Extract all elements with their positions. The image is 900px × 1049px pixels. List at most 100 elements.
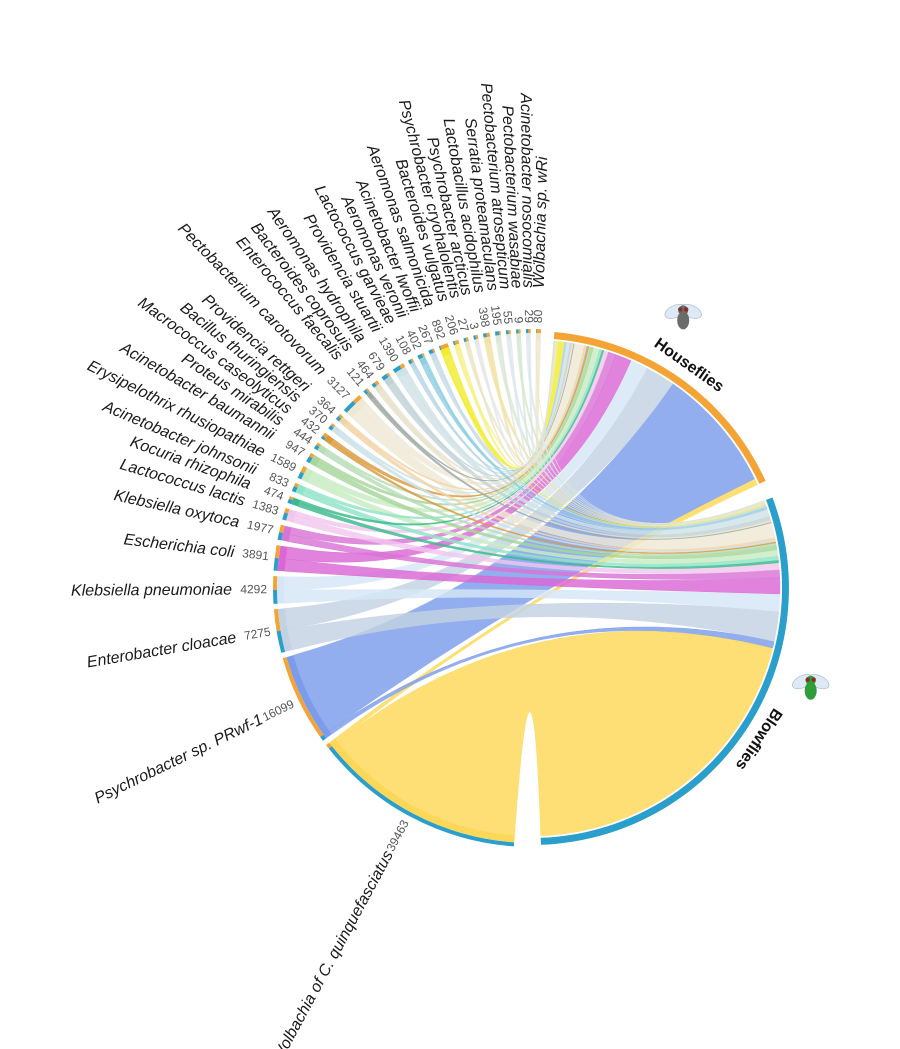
arc-acinetobacter-johnsonii-blowflies-share [291,486,298,493]
arc-aeromonas-salmonicida [440,346,452,357]
count-enterobacter-cloacae: 7275 [243,625,272,643]
arc-lactococcus-lactis [286,509,297,523]
arc-enterococcus-faecalis [366,391,375,400]
label-psychrobacter-sp-prwf-1: Psychrobacter sp. PRwf-1 [92,711,266,807]
arc-erysipelothrix-rhusiopathiae-blowflies-share [297,471,305,480]
count-psychrobacter-cryohalolentis: 27 [455,317,472,334]
arc-wolbachia-sp-wri [535,333,541,341]
arc-acinetobacter-nosocomialis-blowflies-share [526,329,529,334]
arc-aeromonas-hydrophila-blowflies-share [381,373,389,381]
arc-macrococcus-caseolyticus-blowflies-share [320,435,326,441]
arc-bacteroides-vulgatus [454,343,462,352]
count-pectobacterium-wasabiae: 9 [511,316,525,324]
arc-acinetobacter-nosocomialis-houseflies-share [528,328,531,333]
arc-providencia-stuartii-blowflies-share [392,365,402,373]
arc-bacillus-thuringiensis [331,425,341,435]
arc-acinetobacter-lwoffii-houseflies-share [432,348,436,353]
count-klebsiella-pneumoniae: 4292 [240,582,267,596]
arc-escherichia-coli [277,545,288,572]
arc-aeromonas-hydrophila [383,375,395,387]
arc-enterobacter-cloacae [277,608,292,652]
count-wolbachia-of-c-quinquefasciatus: 39463 [384,817,412,853]
arc-providencia-rettgeri-houseflies-share [338,414,344,419]
arc-klebsiella-oxytoca-houseflies-share [279,524,285,533]
arc-lactococcus-lactis-houseflies-share [284,507,290,514]
arc-bacteroides-coprosuis [374,383,384,394]
count-kocuria-rhizophila: 474 [262,483,286,503]
arc-pectobacterium-carotovorum-blowflies-share [343,400,356,413]
ribbon-layer [283,339,781,837]
arc-providencia-stuartii [395,366,409,379]
housefly-icon [664,303,702,330]
arc-acinetobacter-johnsonii-houseflies-share [293,482,299,488]
arc-aeromonas-veronii-houseflies-share [421,352,425,358]
arc-pectobacterium-wasabiae-houseflies-share [518,329,521,334]
arc-kocuria-rhizophila-blowflies-share [287,498,293,505]
arc-escherichia-coli-houseflies-share [274,545,281,559]
arc-serratia-proteamaculans-blowflies-share [494,331,500,336]
arc-providencia-stuartii-houseflies-share [399,363,406,369]
arc-psychrobacter-cryohalolentis-blowflies-share [463,337,467,343]
arc-escherichia-coli-blowflies-share [273,557,279,571]
arc-proteus-mirabilis-blowflies-share [313,444,320,451]
count-pectobacterium-atrosepticum: 55 [500,310,515,325]
count-klebsiella-oxytoca: 1977 [246,518,275,537]
arc-serratia-proteamaculans-houseflies-share [498,330,501,336]
label-enterobacter-cloacae: Enterobacter cloacae [86,629,238,671]
arc-macrococcus-caseolyticus-houseflies-share [322,432,329,439]
arc-serratia-proteamaculans [495,334,502,343]
arc-aeromonas-salmonicida-blowflies-share [438,345,442,351]
arc-lactobacillus-acidophilus-houseflies-share [486,332,491,337]
label-acinetobacter-nosocomialis: Acinetobacter nosocomialis [517,92,537,288]
arc-providencia-rettgeri [338,416,349,427]
icon-layer [664,303,830,700]
ribbon-acinetobacter-lwoffii-blowflies [432,358,767,529]
arc-enterococcus-faecalis-houseflies-share [365,388,370,393]
arc-klebsiella-oxytoca [281,525,292,542]
count-aeromonas-salmonicida: 892 [429,318,449,342]
ribbon-lactococcus-garvieae-houseflies [415,342,567,473]
count-wolbachia-sp-wri: 80 [531,309,545,323]
arc-erysipelothrix-rhusiopathiae-houseflies-share [300,466,308,474]
label-wolbachia-of-c-quinquefasciatus: Wolbachia of C. quinquefasciatus [269,848,397,1049]
count-serratia-proteamaculans: 195 [488,304,505,326]
arc-acinetobacter-johnsonii [295,484,306,496]
arc-bacillus-thuringiensis-blowflies-share [328,425,334,431]
arc-klebsiella-pneumoniae-houseflies-share [272,576,278,590]
arc-bacillus-thuringiensis-houseflies-share [330,423,336,428]
arc-pectobacterium-atrosepticum-houseflies-share [508,329,511,335]
arc-psychrobacter-arcticus-houseflies-share [475,334,479,340]
arc-kocuria-rhizophila [291,497,301,507]
ribbon-psychrobacter-sp-prwf-1-houseflies [293,383,755,731]
count-escherichia-coli: 3891 [242,546,270,563]
ribbon-aeromonas-hydrophila-blowflies [387,382,771,538]
ribbon-pectobacterium-wasabiae-blowflies [516,340,765,524]
label-layer: 80 Wolbachia sp. wRi 29 Acinetobacter nosoc… [71,82,785,1049]
label-klebsiella-pneumoniae: Klebsiella pneumoniae [71,582,232,600]
arc-psychrobacter-arcticus-blowflies-share [473,335,477,340]
label-escherichia-coli: Escherichia coli [123,531,236,561]
arc-macrococcus-caseolyticus [324,434,334,445]
arc-klebsiella-pneumoniae [277,576,285,604]
arc-proteus-mirabilis-houseflies-share [316,442,322,447]
ribbon-bacteroides-coprosuis-blowflies [378,391,772,539]
arc-bacteroides-vulgatus-houseflies-share [454,339,460,345]
arc-lactococcus-garvieae-houseflies-share [410,358,415,363]
arc-acinetobacter-baumannii-blowflies-share [306,456,313,464]
ribbon-kocuria-rhizophila-blowflies [297,502,779,569]
arc-klebsiella-oxytoca-blowflies-share [277,532,283,541]
arc-layer [272,328,789,847]
arc-aeromonas-hydrophila-houseflies-share [386,372,391,378]
arc-pectobacterium-atrosepticum-blowflies-share [505,330,509,335]
arc-aeromonas-veronii-blowflies-share [417,353,424,360]
arc-enterococcus-faecalis-blowflies-share [363,389,369,395]
arc-pectobacterium-carotovorum-houseflies-share [352,395,362,404]
arc-wolbachia-sp-wri-houseflies-share [536,329,541,334]
arc-lactococcus-lactis-blowflies-share [282,512,289,521]
count-bacteroides-vulgatus: 206 [442,313,461,337]
ribbon-providencia-rettgeri-blowflies [343,423,776,551]
arc-psychrobacter-sp-prwf-1-houseflies-share [282,657,324,737]
arc-bacteroides-coprosuis-houseflies-share [374,380,380,386]
